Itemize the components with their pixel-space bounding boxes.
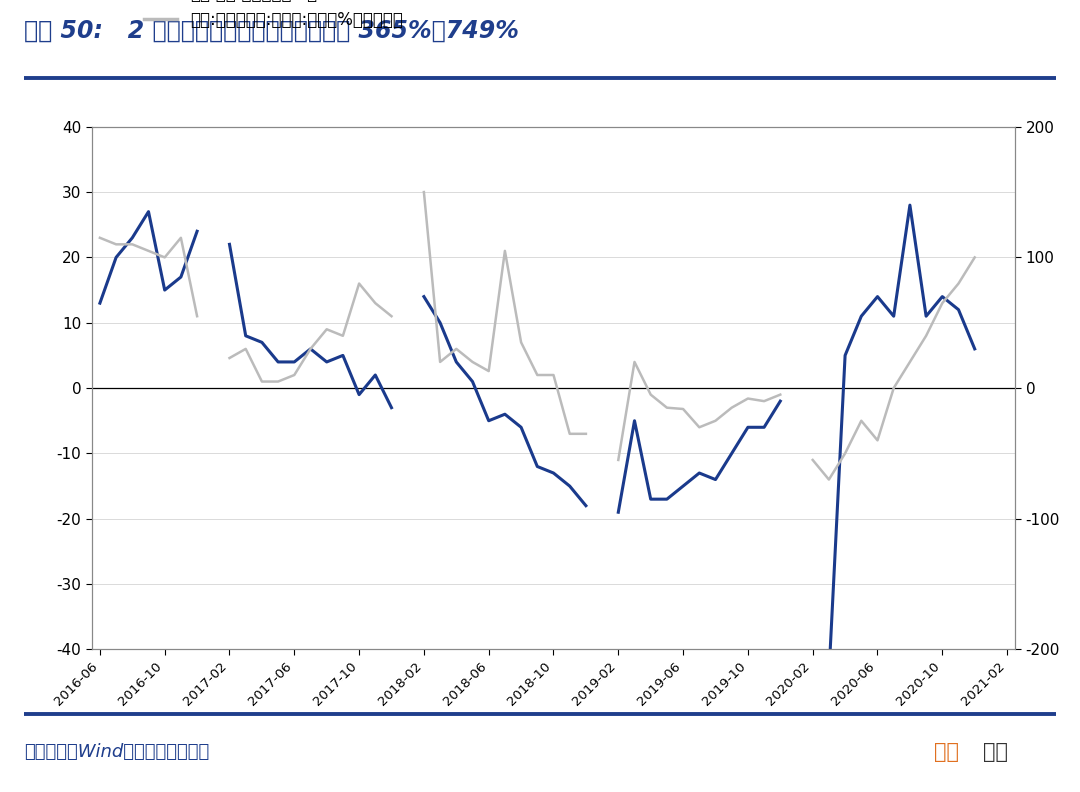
Text: 图表 50:   2 月汽车、新能车销量同比分别为 365%、749%: 图表 50: 2 月汽车、新能车销量同比分别为 365%、749%: [24, 19, 518, 43]
Text: 龙网: 龙网: [983, 742, 1008, 762]
Text: 河南: 河南: [934, 742, 959, 762]
Text: 资料来源：Wind，国盛证券研究所: 资料来源：Wind，国盛证券研究所: [24, 743, 210, 761]
Legend: 销量:汽车:当月同比（%）, 销量:新能源汽车:当月值:同比（%）（右轴）: 销量:汽车:当月同比（%）, 销量:新能源汽车:当月值:同比（%）（右轴）: [137, 0, 410, 36]
